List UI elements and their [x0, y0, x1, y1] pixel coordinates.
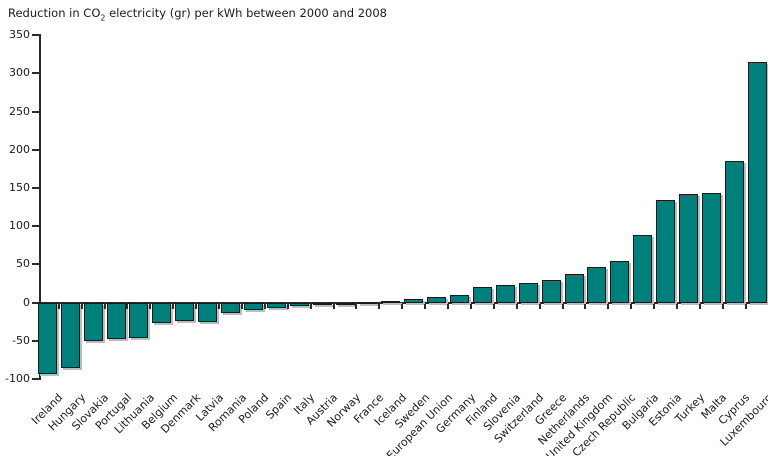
y-tick-0: [32, 301, 39, 304]
y-tick-label-300: 300: [9, 66, 30, 80]
y-tick-label-50: 50: [16, 257, 30, 271]
y-tick-label--50: -50: [12, 333, 30, 347]
x-tick-14: [355, 303, 358, 309]
x-tick-3: [103, 303, 106, 309]
x-tick-17: [424, 303, 427, 309]
y-tick-300: [32, 72, 39, 75]
bar-latvia: [198, 302, 218, 323]
x-tick-21: [515, 303, 518, 309]
x-tick-7: [195, 303, 198, 309]
x-tick-30: [721, 303, 724, 309]
x-tick-22: [538, 303, 541, 309]
y-tick-150: [32, 186, 39, 189]
bar-slovakia: [83, 302, 103, 341]
y-tick-label-200: 200: [9, 142, 30, 156]
x-tick-19: [469, 303, 472, 309]
x-tick-4: [126, 303, 129, 309]
x-tick-26: [630, 303, 633, 309]
y-tick-200: [32, 148, 39, 151]
bar-portugal: [106, 302, 126, 340]
chart-title: Reduction in CO2 electricity (gr) per kW…: [8, 6, 387, 22]
x-tick-10: [263, 303, 266, 309]
bar-italy: [289, 302, 309, 306]
y-tick--50: [32, 339, 39, 342]
x-tick-9: [240, 303, 243, 309]
bar-denmark: [175, 302, 195, 321]
y-tick-250: [32, 110, 39, 113]
bar-malta: [701, 193, 721, 303]
x-tick-18: [447, 303, 450, 309]
bar-estonia: [656, 200, 676, 303]
y-tick-label-350: 350: [9, 28, 30, 42]
bar-united-kingdom: [587, 266, 607, 303]
x-tick-25: [607, 303, 610, 309]
bar-greece: [541, 280, 561, 303]
bar-belgium: [152, 302, 172, 324]
x-tick-28: [676, 303, 679, 309]
bar-germany: [450, 294, 469, 303]
bar-netherlands: [564, 274, 584, 303]
x-tick-23: [561, 303, 564, 309]
bar-finland: [472, 287, 492, 303]
bar-luxembourg: [747, 61, 767, 303]
y-tick-label-150: 150: [9, 180, 30, 194]
x-tick-24: [584, 303, 587, 309]
x-axis-zero-line: [39, 301, 768, 304]
chart-title-suffix: electricity (gr) per kWh between 2000 an…: [105, 6, 387, 20]
bar-poland: [243, 302, 263, 311]
bar-bulgaria: [633, 235, 653, 303]
bar-ireland: [37, 302, 57, 374]
y-tick-label-0: 0: [23, 295, 30, 309]
y-tick-label--100: -100: [5, 372, 30, 386]
chart-title-subscript: 2: [100, 13, 106, 23]
x-tick-8: [218, 303, 221, 309]
x-tick-31: [744, 303, 747, 309]
bar-spain: [266, 302, 286, 308]
x-tick-16: [401, 303, 404, 309]
y-axis: [39, 34, 41, 380]
y-tick-50: [32, 263, 39, 266]
y-tick--100: [32, 378, 39, 381]
bar-turkey: [679, 194, 698, 303]
x-tick-13: [332, 303, 335, 309]
x-tick-1: [57, 303, 60, 309]
x-tick-5: [149, 303, 152, 309]
bar-france: [358, 301, 378, 304]
bar-hungary: [60, 302, 80, 368]
bar-european-union: [427, 297, 447, 303]
chart-title-prefix: Reduction in CO: [8, 6, 101, 20]
x-tick-20: [492, 303, 495, 309]
x-tick-27: [653, 303, 656, 309]
bar-norway: [335, 302, 355, 305]
x-tick-12: [309, 303, 312, 309]
y-tick-label-250: 250: [9, 104, 30, 118]
y-tick-350: [32, 34, 39, 37]
bar-switzerland: [518, 283, 538, 303]
bar-austria: [312, 302, 332, 305]
x-tick-15: [378, 303, 381, 309]
x-tick-29: [698, 303, 701, 309]
x-tick-11: [286, 303, 289, 309]
y-tick-100: [32, 225, 39, 228]
x-tick-6: [172, 303, 175, 309]
bar-sweden: [404, 298, 424, 303]
bar-czech-republic: [610, 261, 630, 303]
bar-slovenia: [495, 285, 515, 303]
bar-lithuania: [129, 302, 149, 338]
bar-cyprus: [724, 161, 744, 303]
y-tick-label-100: 100: [9, 219, 30, 233]
bar-romania: [221, 302, 240, 313]
bar-iceland: [381, 301, 401, 304]
x-tick-2: [80, 303, 83, 309]
